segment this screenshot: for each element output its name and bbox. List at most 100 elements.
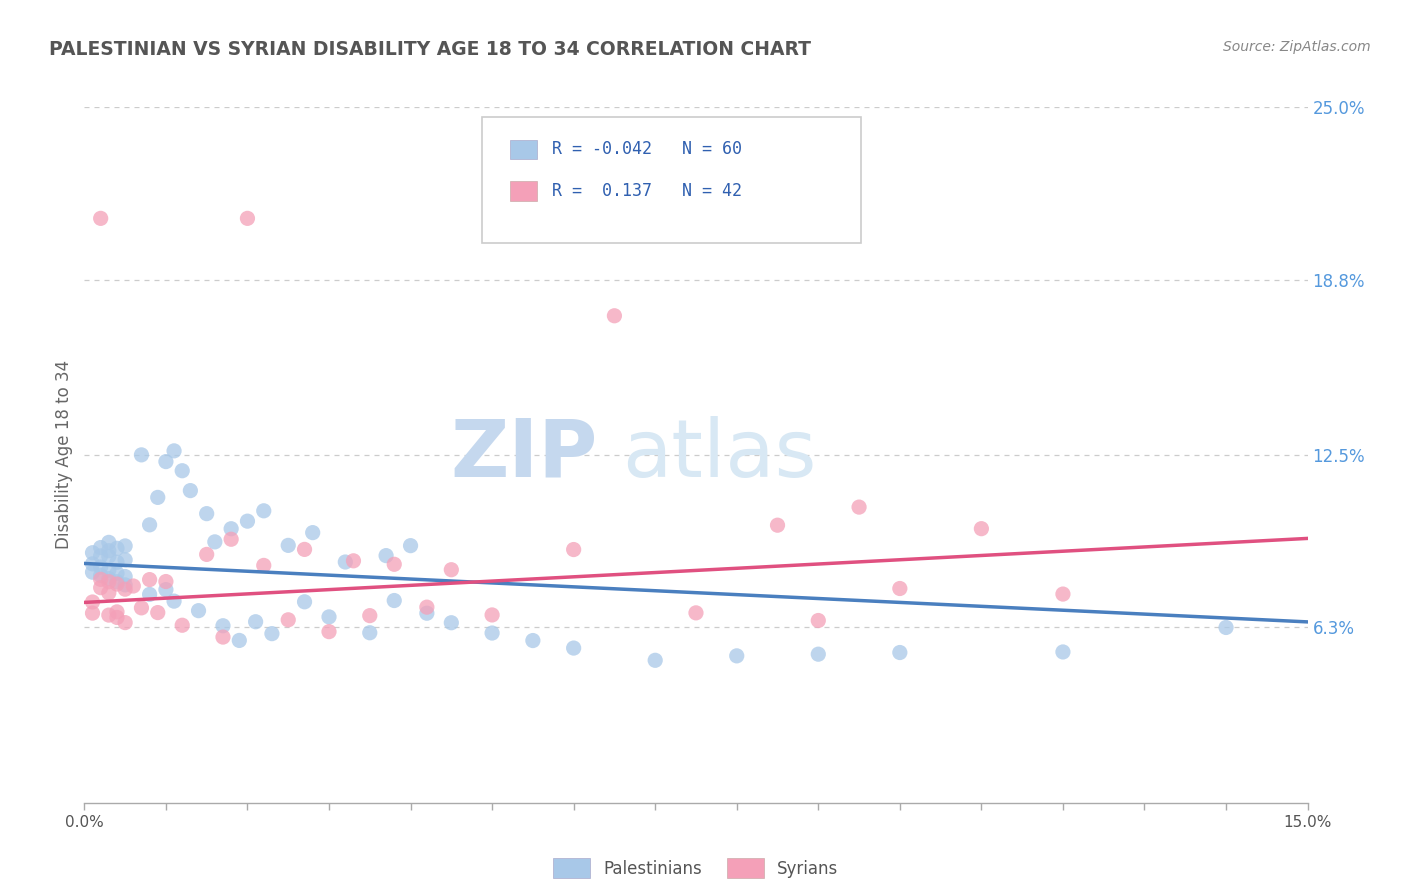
- Point: [253, 504, 276, 518]
- Y-axis label: Disability Age 18 to 34: Disability Age 18 to 34: [55, 360, 73, 549]
- Point: [318, 610, 340, 624]
- Point: [146, 491, 169, 505]
- Point: [105, 577, 128, 591]
- Point: [416, 606, 439, 620]
- Point: [122, 579, 145, 593]
- Point: [97, 608, 120, 623]
- Text: R = -0.042   N = 60: R = -0.042 N = 60: [553, 140, 742, 159]
- Point: [163, 594, 186, 608]
- Point: [97, 563, 120, 577]
- Point: [114, 539, 136, 553]
- Point: [766, 518, 789, 533]
- Point: [90, 581, 112, 595]
- Point: [725, 648, 748, 663]
- Point: [382, 558, 405, 572]
- Point: [114, 569, 136, 583]
- Point: [1052, 587, 1074, 601]
- FancyBboxPatch shape: [510, 140, 537, 159]
- Point: [187, 604, 209, 618]
- Point: [301, 525, 323, 540]
- Point: [416, 600, 439, 615]
- Point: [807, 614, 830, 628]
- Point: [562, 641, 585, 656]
- Point: [212, 630, 235, 644]
- Point: [277, 538, 299, 552]
- Point: [114, 578, 136, 592]
- Point: [155, 574, 177, 589]
- Point: [236, 211, 259, 226]
- Point: [212, 619, 235, 633]
- Point: [155, 454, 177, 468]
- Point: [82, 557, 104, 571]
- Point: [1052, 645, 1074, 659]
- Text: R =  0.137   N = 42: R = 0.137 N = 42: [553, 182, 742, 200]
- Point: [138, 517, 160, 532]
- Point: [342, 554, 364, 568]
- Point: [382, 593, 405, 607]
- Point: [105, 610, 128, 624]
- Point: [228, 633, 250, 648]
- Text: PALESTINIAN VS SYRIAN DISABILITY AGE 18 TO 34 CORRELATION CHART: PALESTINIAN VS SYRIAN DISABILITY AGE 18 …: [49, 40, 811, 59]
- Point: [97, 535, 120, 549]
- Point: [889, 646, 911, 660]
- Point: [195, 507, 218, 521]
- Point: [138, 587, 160, 601]
- Point: [260, 626, 283, 640]
- Point: [1215, 620, 1237, 634]
- Point: [131, 448, 153, 462]
- Point: [105, 574, 128, 589]
- Point: [253, 558, 276, 573]
- Point: [97, 574, 120, 589]
- Point: [90, 568, 112, 582]
- Point: [138, 573, 160, 587]
- Point: [163, 443, 186, 458]
- Point: [807, 647, 830, 661]
- Point: [97, 543, 120, 558]
- Point: [82, 546, 104, 560]
- FancyBboxPatch shape: [510, 181, 537, 201]
- Point: [481, 626, 503, 640]
- Point: [90, 541, 112, 555]
- Point: [105, 541, 128, 556]
- Point: [359, 625, 381, 640]
- Point: [114, 553, 136, 567]
- Point: [114, 615, 136, 630]
- Point: [114, 582, 136, 597]
- Point: [131, 600, 153, 615]
- Point: [562, 542, 585, 557]
- Point: [399, 539, 422, 553]
- Point: [82, 606, 104, 620]
- Legend: Palestinians, Syrians: Palestinians, Syrians: [547, 851, 845, 885]
- Point: [97, 572, 120, 586]
- Point: [105, 605, 128, 619]
- Point: [889, 582, 911, 596]
- Point: [204, 534, 226, 549]
- Point: [644, 653, 666, 667]
- Point: [294, 542, 316, 557]
- Point: [359, 608, 381, 623]
- Point: [90, 549, 112, 563]
- Point: [195, 548, 218, 562]
- Point: [146, 606, 169, 620]
- Point: [172, 464, 194, 478]
- Point: [90, 572, 112, 586]
- Point: [294, 595, 316, 609]
- Point: [335, 555, 357, 569]
- Point: [97, 586, 120, 600]
- Point: [685, 606, 707, 620]
- Point: [440, 563, 463, 577]
- Point: [179, 483, 201, 498]
- Point: [440, 615, 463, 630]
- Point: [90, 211, 112, 226]
- Point: [97, 549, 120, 564]
- Point: [277, 613, 299, 627]
- Point: [375, 549, 398, 563]
- Point: [219, 522, 242, 536]
- Text: ZIP: ZIP: [451, 416, 598, 494]
- Text: Source: ZipAtlas.com: Source: ZipAtlas.com: [1223, 40, 1371, 54]
- Point: [318, 624, 340, 639]
- Point: [848, 500, 870, 514]
- Point: [105, 566, 128, 581]
- FancyBboxPatch shape: [482, 118, 860, 243]
- Point: [82, 595, 104, 609]
